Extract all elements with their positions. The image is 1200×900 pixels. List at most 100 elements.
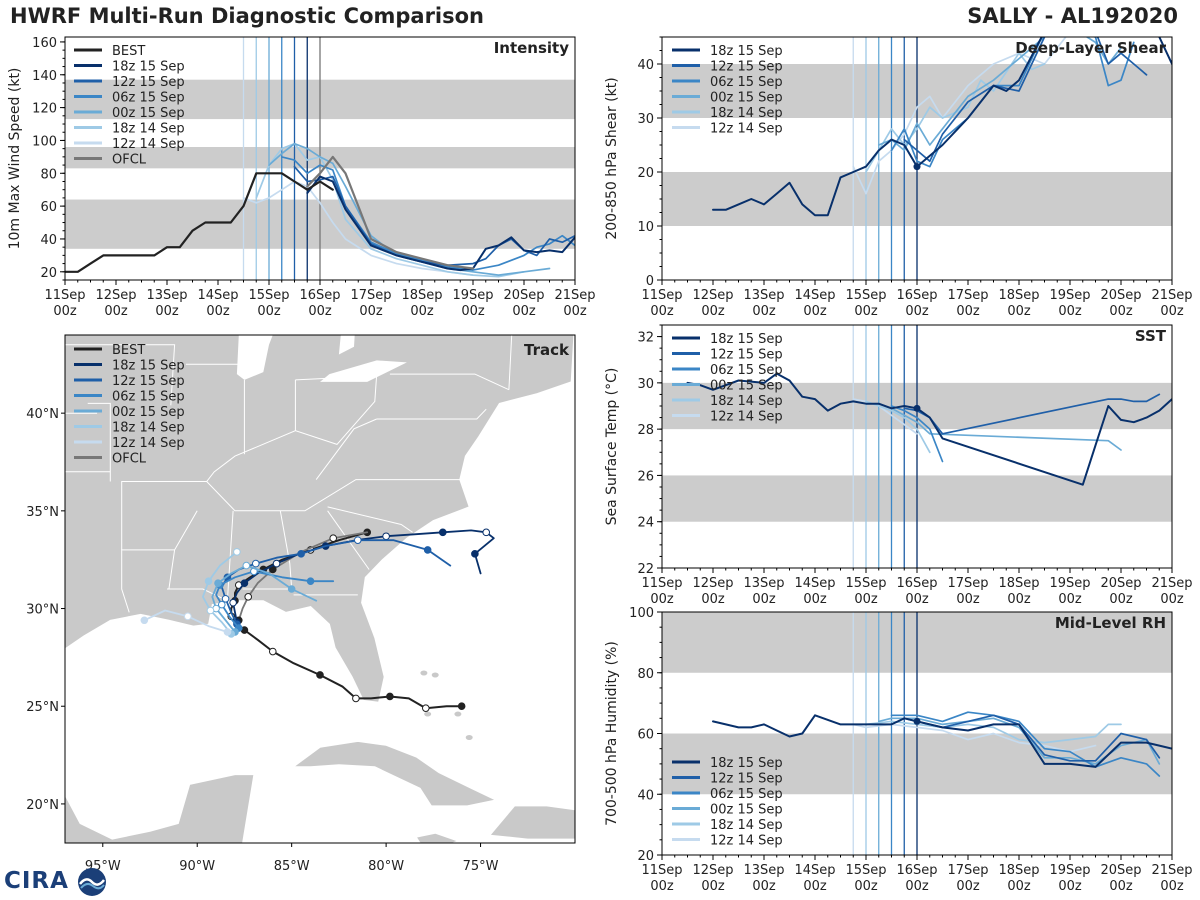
track-series-ofcl: [237, 531, 369, 622]
intensity-ytick-label: 120: [32, 102, 57, 117]
shear-legend-label: 18z 14 Sep: [710, 106, 783, 121]
rh-legend-label: 12z 15 Sep: [710, 772, 783, 787]
intensity-xtick-label-hour: 00z: [155, 304, 179, 319]
intensity-xtick-label-hour: 00z: [563, 304, 587, 319]
rh-xtick-label-day: 12Sep: [692, 863, 733, 878]
track-series-12z-15-sep-point: [297, 550, 305, 558]
shear-xtick-label-day: 21Sep: [1151, 288, 1192, 303]
sst-xtick-label-hour: 00z: [803, 592, 827, 607]
intensity-ytick-label: 60: [40, 200, 57, 215]
rh-legend-label: 18z 14 Sep: [710, 818, 783, 833]
track-series-12z-15-sep-point: [423, 546, 432, 554]
stateline-36n: [121, 479, 464, 550]
sst-xtick-label-hour: 00z: [1160, 592, 1184, 607]
shear-xtick-label-hour: 00z: [1160, 304, 1184, 319]
track-legend-label: 12z 14 Sep: [112, 436, 185, 451]
intensity-xtick-label-day: 18Sep: [401, 288, 442, 303]
track-series-12z-14-sep-point: [223, 628, 232, 636]
rh-ytick-label: 60: [637, 728, 654, 743]
sst-xtick-label-day: 12Sep: [692, 576, 733, 591]
stateline-ny-east: [508, 335, 513, 390]
stateline-la-tx: [121, 549, 175, 613]
rh-xtick-label-hour: 00z: [956, 879, 980, 894]
rh-xtick-label-day: 14Sep: [794, 863, 835, 878]
intensity-xtick-label-day: 12Sep: [95, 288, 136, 303]
shear-legend-label: 12z 15 Sep: [710, 60, 783, 75]
sst-xtick-label-day: 17Sep: [947, 576, 988, 591]
sst-xtick-label-day: 21Sep: [1151, 576, 1192, 591]
track-lon-label: 90°W: [179, 859, 215, 874]
intensity-xtick-label-hour: 00z: [308, 304, 332, 319]
shear-xtick-label-day: 20Sep: [1100, 288, 1141, 303]
track-series-best-point: [316, 671, 324, 679]
track-series-ofcl-point: [244, 593, 253, 601]
track-series-18z-15-sep-point: [482, 528, 491, 537]
track-series-best-point: [457, 702, 466, 711]
track-series-18z-15-sep-point: [382, 532, 390, 541]
sst-series-12z-15-sep: [903, 393, 1161, 435]
rh-ytick-label: 20: [637, 849, 654, 864]
shear-series-06z-15-sep: [890, 37, 1135, 168]
track-series-00z-15-sep-point: [214, 579, 222, 587]
shear-legend-label: 00z 15 Sep: [710, 91, 783, 106]
intensity-ylabel: 10m Max Wind Speed (kt): [7, 68, 23, 250]
track-legend-label: 06z 15 Sep: [112, 390, 185, 405]
land-bahamas-4: [419, 669, 429, 677]
sst-series-06z-15-sep: [890, 405, 944, 463]
intensity-xtick-label-hour: 00z: [53, 304, 77, 319]
track-series-00z-15-sep-point: [287, 585, 296, 593]
intensity-title: Intensity: [494, 39, 570, 57]
sst-xtick-label-hour: 00z: [650, 592, 674, 607]
track-series-12z-15-sep-point: [221, 594, 230, 603]
intensity-xtick-label-hour: 00z: [359, 304, 383, 319]
storm-id-title: SALLY - AL192020: [967, 4, 1178, 28]
sst-legend-label: 06z 15 Sep: [710, 363, 783, 378]
intensity-series-12z-14-sep: [242, 180, 474, 276]
stateline-ms-al: [167, 510, 234, 602]
cira-logo: CIRA: [4, 866, 108, 898]
shear-title: Deep-Layer Shear: [1015, 39, 1166, 57]
land-jamaica: [415, 832, 460, 843]
intensity-ytick-label: 20: [40, 266, 57, 281]
sst-xtick-label-hour: 00z: [701, 592, 725, 607]
track-panel: 20°N25°N30°N35°N40°N95°W 90°W 85°W 80°W 75°W…: [26, 334, 576, 874]
sst-ytick-label: 22: [637, 562, 654, 577]
shear-series-00z-15-sep: [877, 37, 1122, 152]
sst-xtick-label-day: 13Sep: [743, 576, 784, 591]
rh-series-06z-15-sep: [890, 711, 1161, 777]
track-series-18z-14-sep-point: [206, 606, 215, 615]
sst-panel: 22242628303211Sep00z12Sep00z13Sep00z14Se…: [604, 324, 1193, 607]
track-series-00z-15-sep: [211, 564, 318, 633]
track-series-06z-15-sep: [215, 570, 335, 629]
rh-ytick-label: 40: [637, 788, 654, 803]
rh-xtick-label-hour: 00z: [1109, 879, 1133, 894]
stateline-ny-pa: [389, 373, 510, 391]
shear-xtick-label-hour: 00z: [905, 304, 929, 319]
rh-xtick-label-day: 16Sep: [896, 863, 937, 878]
track-series-ofcl-point: [329, 534, 338, 543]
rh-xtick-label-hour: 00z: [1160, 879, 1184, 894]
sst-xtick-label-hour: 00z: [1109, 592, 1133, 607]
sst-xtick-label-hour: 00z: [752, 592, 776, 607]
shear-xtick-label-hour: 00z: [752, 304, 776, 319]
intensity-series-06z-15-sep: [280, 156, 575, 271]
sst-xtick-label-day: 14Sep: [794, 576, 835, 591]
shear-ytick-label: 10: [637, 220, 654, 235]
track-frame: [64, 334, 576, 844]
track-series-12z-15-sep-point: [353, 536, 362, 544]
intensity-xtick-label-day: 17Sep: [350, 288, 391, 303]
intensity-xtick-label-day: 16Sep: [299, 288, 340, 303]
intensity-ytick-label: 160: [32, 36, 57, 51]
intensity-legend-label: 00z 15 Sep: [112, 106, 185, 121]
rh-title: Mid-Level RH: [1055, 614, 1166, 632]
intensity-legend-label: OFCL: [112, 153, 147, 168]
track-lon-label: 75°W: [463, 859, 499, 874]
rh-ytick-label: 100: [629, 606, 654, 621]
intensity-xtick-label-hour: 00z: [104, 304, 128, 319]
shear-xtick-label-day: 15Sep: [845, 288, 886, 303]
stateline-sc-nc: [327, 506, 413, 533]
rh-xtick-label-hour: 00z: [752, 879, 776, 894]
track-series-12z-15-sep-point: [251, 559, 260, 568]
rh-xtick-label-day: 21Sep: [1151, 863, 1192, 878]
